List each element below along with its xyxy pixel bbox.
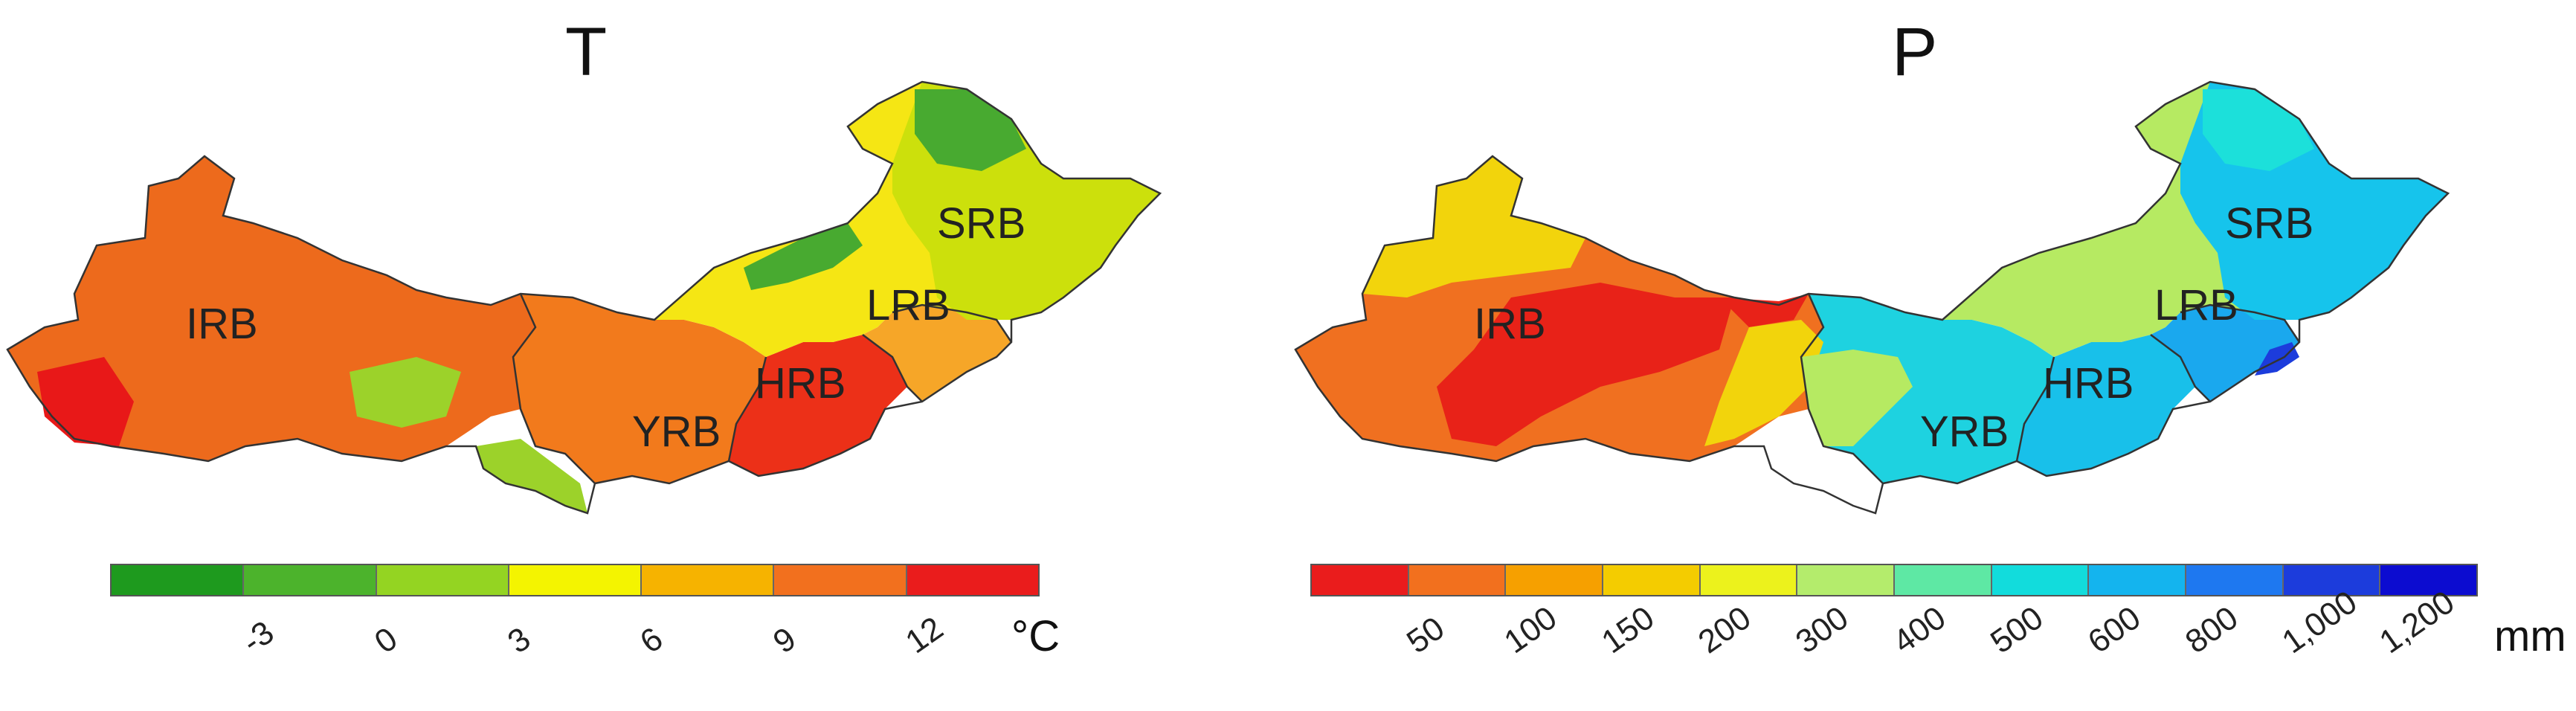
region-label-irb: IRB (1474, 300, 1546, 348)
region-label-srb: SRB (937, 199, 1025, 248)
unit-label: °C (1011, 612, 1060, 660)
patch-hot (37, 357, 134, 446)
region-label-hrb: HRB (2043, 359, 2134, 408)
region-yrb (1801, 294, 2054, 483)
patch-hot (1437, 283, 1734, 446)
region-label-irb: IRB (186, 300, 258, 348)
legend-swatch (2186, 565, 2284, 595)
legend-swatch (1312, 565, 1409, 595)
patch-transition (1704, 320, 1823, 446)
legend-swatch (1408, 565, 1507, 595)
legend-swatch (774, 565, 907, 595)
region-label-yrb: YRB (1920, 408, 2009, 456)
region-yrb (513, 294, 766, 483)
legend-swatch (1700, 565, 1798, 595)
legend-swatch (642, 565, 775, 595)
legend-swatch (1603, 565, 1701, 595)
region-label-lrb: LRB (2154, 281, 2238, 329)
patch-ne (915, 89, 1026, 171)
legend-swatch (2283, 565, 2381, 595)
patch-cool (350, 357, 461, 428)
temperature-colorbar (110, 564, 1040, 596)
patch-moist (1801, 350, 1913, 446)
region-label-yrb: YRB (632, 408, 721, 456)
legend-swatch (112, 565, 245, 595)
region-lrb (2151, 305, 2299, 402)
legend-swatch (907, 565, 1038, 595)
legend-swatch (244, 565, 377, 595)
region-hrb (2017, 335, 2195, 476)
unit-label: mm (2494, 612, 2566, 660)
map-title: P (1892, 14, 1938, 90)
patch-dry-north (1362, 156, 1585, 297)
precipitation-map-panel: P IRB YRB HRB LRB SRB 50 100 150 200 300 400 5… (1288, 0, 2576, 711)
precipitation-colorbar (1310, 564, 2478, 596)
map-title: T (565, 14, 608, 90)
legend-swatch (1797, 565, 1896, 595)
region-label-srb: SRB (2225, 199, 2313, 248)
temperature-map: IRB YRB HRB LRB SRB (6, 80, 1162, 515)
region-lrb (863, 305, 1011, 402)
legend-swatch (2089, 565, 2187, 595)
patch-ne-2 (744, 223, 863, 290)
legend-swatch (2380, 565, 2477, 595)
precipitation-map: IRB YRB HRB LRB SRB (1294, 80, 2450, 515)
legend-swatch (1506, 565, 1604, 595)
basin-boundaries (6, 80, 1162, 515)
legend-swatch (376, 565, 509, 595)
basin-boundaries (1294, 80, 2450, 515)
patch-cool-2 (476, 439, 587, 513)
region-hrb (729, 335, 907, 476)
region-label-hrb: HRB (755, 359, 846, 408)
legend-swatch (509, 565, 643, 595)
region-label-lrb: LRB (866, 281, 950, 329)
legend-swatch (1991, 565, 2090, 595)
temperature-map-panel: T IRB YRB HRB LRB SRB -3 0 3 6 9 12 °C (6, 14, 1162, 660)
legend-swatch (1895, 565, 1992, 595)
patch-ne (2203, 89, 2314, 171)
